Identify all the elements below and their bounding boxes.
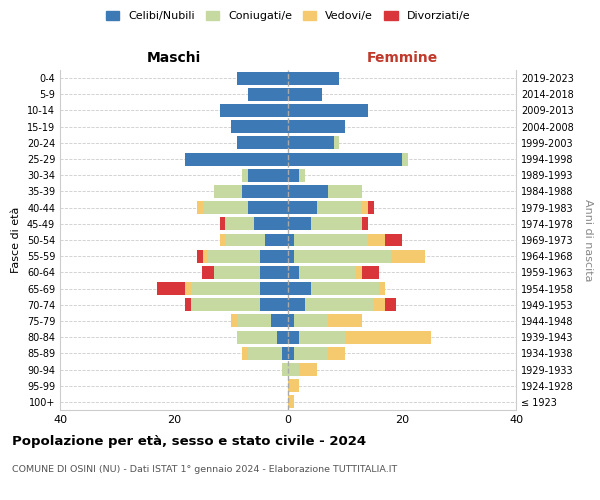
Text: COMUNE DI OSINI (NU) - Dati ISTAT 1° gennaio 2024 - Elaborazione TUTTITALIA.IT: COMUNE DI OSINI (NU) - Dati ISTAT 1° gen… — [12, 465, 397, 474]
Bar — [373, 298, 385, 311]
Bar — [345, 330, 431, 344]
Bar — [299, 363, 317, 376]
Bar — [334, 136, 340, 149]
Bar — [220, 234, 226, 246]
Bar — [220, 218, 226, 230]
Bar — [248, 347, 283, 360]
Bar — [311, 282, 379, 295]
Text: Maschi: Maschi — [147, 51, 201, 65]
Bar — [185, 298, 191, 311]
Bar — [368, 234, 385, 246]
Bar — [242, 185, 288, 198]
Bar — [362, 201, 368, 214]
Bar — [226, 234, 265, 246]
Bar — [288, 282, 311, 295]
Bar — [311, 218, 362, 230]
Bar — [328, 347, 345, 360]
Legend: Celibi/Nubili, Coniugati/e, Vedovi/e, Divorziati/e: Celibi/Nubili, Coniugati/e, Vedovi/e, Di… — [106, 10, 470, 21]
Bar — [260, 298, 288, 311]
Bar — [248, 201, 288, 214]
Bar — [157, 282, 185, 295]
Bar — [283, 347, 288, 360]
Bar — [191, 298, 260, 311]
Bar — [203, 201, 248, 214]
Bar — [271, 314, 288, 328]
Bar — [277, 330, 288, 344]
Bar — [288, 347, 294, 360]
Bar — [288, 298, 305, 311]
Bar — [185, 152, 288, 166]
Bar — [185, 282, 191, 295]
Bar — [288, 250, 294, 262]
Bar — [299, 169, 305, 181]
Bar — [288, 169, 299, 181]
Bar — [294, 314, 328, 328]
Bar — [368, 201, 373, 214]
Bar — [214, 266, 260, 279]
Bar — [203, 250, 208, 262]
Bar — [242, 347, 248, 360]
Bar — [226, 218, 254, 230]
Y-axis label: Fasce di età: Fasce di età — [11, 207, 21, 273]
Bar — [254, 218, 288, 230]
Y-axis label: Anni di nascita: Anni di nascita — [583, 198, 593, 281]
Bar — [305, 298, 373, 311]
Bar — [265, 234, 288, 246]
Bar — [328, 314, 362, 328]
Bar — [288, 379, 299, 392]
Bar — [294, 250, 391, 262]
Bar — [402, 152, 408, 166]
Bar — [385, 234, 402, 246]
Bar — [385, 298, 396, 311]
Bar — [288, 152, 402, 166]
Bar — [356, 266, 362, 279]
Bar — [214, 185, 242, 198]
Bar — [288, 88, 322, 101]
Bar — [288, 266, 299, 279]
Bar — [283, 363, 288, 376]
Bar — [328, 185, 362, 198]
Bar — [317, 201, 362, 214]
Bar — [248, 88, 288, 101]
Bar — [294, 234, 368, 246]
Bar — [236, 72, 288, 85]
Bar — [248, 169, 288, 181]
Bar — [288, 218, 311, 230]
Bar — [220, 104, 288, 117]
Bar — [197, 201, 203, 214]
Bar — [288, 104, 368, 117]
Bar — [288, 396, 294, 408]
Bar — [288, 72, 340, 85]
Bar — [231, 314, 236, 328]
Bar — [391, 250, 425, 262]
Bar — [191, 282, 260, 295]
Bar — [288, 185, 328, 198]
Bar — [288, 314, 294, 328]
Bar — [236, 314, 271, 328]
Bar — [288, 136, 334, 149]
Text: Popolazione per età, sesso e stato civile - 2024: Popolazione per età, sesso e stato civil… — [12, 435, 366, 448]
Bar — [202, 266, 214, 279]
Bar — [208, 250, 260, 262]
Bar — [260, 266, 288, 279]
Text: Femmine: Femmine — [367, 51, 437, 65]
Bar — [299, 266, 356, 279]
Bar — [288, 330, 299, 344]
Bar — [294, 347, 328, 360]
Bar — [231, 120, 288, 133]
Bar — [299, 330, 345, 344]
Bar — [288, 363, 299, 376]
Bar — [237, 330, 277, 344]
Bar — [362, 218, 368, 230]
Bar — [236, 136, 288, 149]
Bar — [379, 282, 385, 295]
Bar — [288, 234, 294, 246]
Bar — [242, 169, 248, 181]
Bar — [197, 250, 203, 262]
Bar — [260, 282, 288, 295]
Bar — [260, 250, 288, 262]
Bar — [288, 120, 345, 133]
Bar — [288, 201, 317, 214]
Bar — [362, 266, 379, 279]
